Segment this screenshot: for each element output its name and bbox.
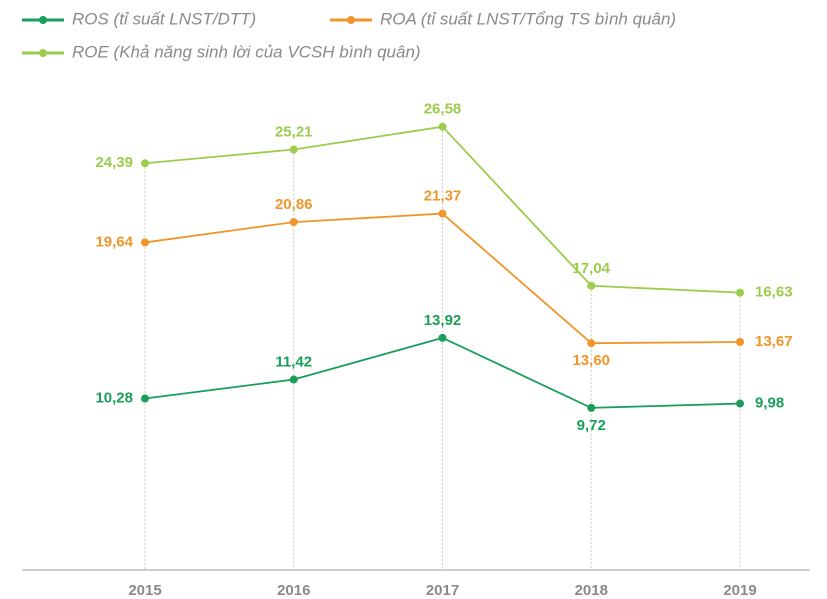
point <box>587 281 596 290</box>
legend-dot <box>39 49 47 57</box>
point <box>438 122 447 131</box>
point <box>438 209 447 218</box>
data-label: 20,86 <box>275 196 313 213</box>
data-label: 9,72 <box>577 417 606 434</box>
legend-label: ROA (tỉ suất LNST/Tổng TS bình quân) <box>380 9 676 28</box>
data-label: 21,37 <box>424 188 462 205</box>
legend-label: ROE (Khả năng sinh lời của VCSH bình quâ… <box>72 42 421 61</box>
data-label: 25,21 <box>275 124 313 141</box>
legend-dot <box>39 16 47 24</box>
point <box>438 333 447 342</box>
point <box>736 399 744 408</box>
point <box>736 338 744 347</box>
point <box>587 339 596 348</box>
data-label: 13,92 <box>424 312 462 329</box>
point <box>587 403 596 412</box>
data-label: 24,39 <box>95 154 133 171</box>
data-label: 9,98 <box>755 395 784 412</box>
x-tick-label: 2018 <box>575 582 608 599</box>
data-label: 13,67 <box>755 333 793 350</box>
x-tick-label: 2017 <box>426 582 459 599</box>
x-tick-label: 2016 <box>277 582 310 599</box>
data-label: 13,60 <box>572 352 610 369</box>
legend-label: ROS (tỉ suất LNST/DTT) <box>72 9 256 28</box>
data-label: 16,63 <box>755 284 793 301</box>
legend-dot <box>347 16 355 24</box>
data-label: 17,04 <box>572 260 610 277</box>
data-label: 10,28 <box>95 390 133 407</box>
point <box>141 394 149 403</box>
point <box>289 218 298 227</box>
point <box>736 288 744 297</box>
point <box>289 145 298 154</box>
point <box>289 375 298 384</box>
data-label: 19,64 <box>95 233 133 250</box>
data-label: 11,42 <box>275 353 312 370</box>
data-label: 26,58 <box>424 101 462 118</box>
point <box>141 238 149 247</box>
x-tick-label: 2015 <box>128 582 161 599</box>
point <box>141 159 149 168</box>
x-tick-label: 2019 <box>723 582 756 599</box>
